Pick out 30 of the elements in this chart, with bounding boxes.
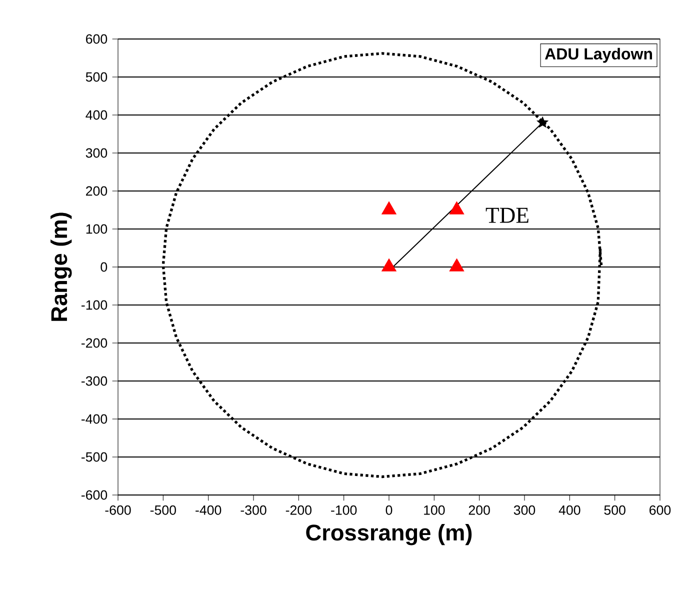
x-tick-label: 0 bbox=[386, 505, 392, 515]
annotation: TDE bbox=[486, 208, 528, 223]
x-tick-label: 100 bbox=[424, 505, 445, 515]
x-tick-label: 500 bbox=[604, 505, 626, 515]
y-tick-label: 0 bbox=[100, 262, 108, 272]
x-tick-label: 200 bbox=[468, 505, 490, 515]
y-tick-label: -500 bbox=[82, 452, 108, 462]
y-tick-label: 100 bbox=[86, 224, 108, 234]
x-tick-label: 300 bbox=[514, 505, 536, 515]
text: ADU Laydown bbox=[544, 48, 652, 63]
y-axis-title: Range (m) bbox=[50, 212, 72, 321]
y-tick-label: -200 bbox=[82, 338, 108, 348]
x-tick-label: -200 bbox=[286, 505, 312, 515]
y-tick-label: 500 bbox=[86, 72, 108, 82]
x-tick-label: -500 bbox=[150, 505, 176, 515]
x-axis-title: Crossrange (m) bbox=[306, 524, 472, 546]
y-tick-label: 300 bbox=[86, 148, 108, 158]
y-tick-label: 600 bbox=[86, 34, 108, 44]
x-tick-label: -100 bbox=[331, 505, 357, 515]
y-tick-label: 400 bbox=[86, 110, 108, 120]
y-tick-label: -100 bbox=[82, 300, 108, 310]
y-tick-label: -300 bbox=[82, 376, 108, 386]
y-tick-label: 200 bbox=[86, 186, 108, 196]
x-tick-label: -300 bbox=[240, 505, 266, 515]
y-tick-label: -600 bbox=[82, 490, 108, 500]
x-tick-label: -400 bbox=[196, 505, 222, 515]
x-tick-label: -600 bbox=[105, 505, 131, 515]
y-tick-label: -400 bbox=[82, 414, 108, 424]
x-tick-label: 600 bbox=[650, 505, 671, 515]
x-tick-label: 400 bbox=[558, 505, 580, 515]
